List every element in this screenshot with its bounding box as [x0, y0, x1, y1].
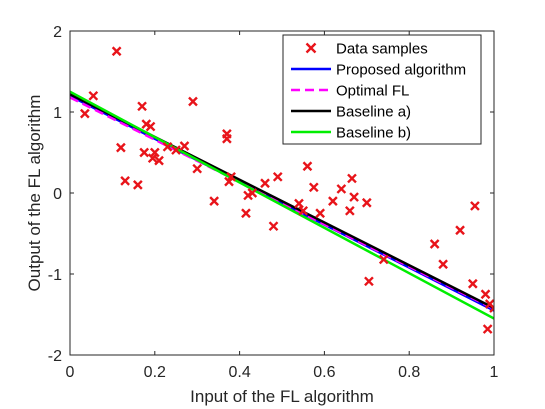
legend: Data samples Proposed algorithm Optimal FL… — [282, 34, 482, 145]
data-sample-marker — [344, 205, 355, 216]
data-sample-marker — [294, 198, 304, 209]
data-sample-marker — [272, 171, 283, 182]
data-sample-marker — [470, 201, 480, 211]
y-tick-label: 2 — [53, 24, 62, 41]
data-sample-marker — [192, 163, 203, 174]
x-tick-label: 1 — [490, 364, 499, 381]
data-sample-marker — [364, 276, 374, 287]
x-tick-label: 0.8 — [398, 364, 420, 381]
data-sample-marker — [111, 46, 122, 57]
data-sample-marker — [147, 153, 158, 164]
data-sample-marker — [378, 254, 389, 265]
data-sample-marker — [480, 289, 491, 300]
data-sample-marker — [241, 208, 251, 219]
x-axis-label: Input of the FL algorithm — [190, 387, 374, 406]
data-sample-marker — [79, 108, 90, 119]
y-tick-label: -2 — [48, 348, 62, 365]
data-sample-marker — [145, 121, 156, 132]
data-sample-marker — [120, 176, 130, 186]
x-tick-label: 0.2 — [144, 364, 166, 381]
data-sample-marker — [116, 142, 126, 153]
data-sample-marker — [308, 182, 319, 193]
data-sample-marker — [455, 225, 465, 236]
axis-ticks: 0 0.2 0.4 0.6 0.8 1 -2 -1 0 1 2 — [48, 24, 499, 381]
data-sample-marker — [315, 208, 326, 219]
y-tick-label: -1 — [48, 267, 62, 284]
data-sample-marker — [336, 184, 347, 194]
data-sample-marker — [226, 171, 236, 182]
data-sample-marker — [209, 196, 220, 206]
legend-label: Optimal FL — [336, 83, 409, 100]
data-sample-marker — [268, 221, 279, 232]
legend-label: Baseline a) — [336, 104, 411, 121]
data-sample-marker — [467, 278, 478, 289]
x-tick-label: 0 — [66, 364, 75, 381]
legend-label: Proposed algorithm — [336, 62, 466, 79]
data-sample-marker — [171, 145, 181, 155]
data-sample-marker — [438, 259, 448, 270]
legend-marker — [305, 42, 317, 54]
data-sample-marker — [429, 239, 440, 249]
data-sample-marker — [179, 141, 190, 151]
data-sample-marker — [260, 178, 270, 189]
data-sample-marker — [149, 147, 160, 158]
data-sample-marker — [132, 180, 143, 190]
data-sample-marker — [154, 155, 164, 166]
x-tick-label: 0.6 — [313, 364, 335, 381]
series-line-3 — [70, 90, 494, 320]
data-sample-marker — [88, 90, 99, 101]
y-axis-label: Output of the FL algorithm — [25, 95, 44, 292]
data-sample-marker — [162, 141, 173, 152]
data-sample-marker — [328, 196, 338, 206]
data-sample-marker — [302, 161, 313, 172]
x-tick-label: 0.4 — [228, 364, 250, 381]
data-sample-marker — [489, 303, 494, 313]
data-sample-marker — [222, 133, 232, 144]
data-sample-marker — [137, 101, 147, 112]
data-sample-marker — [482, 324, 493, 334]
legend-label: Data samples — [336, 41, 428, 58]
data-sample-marker — [298, 205, 309, 216]
legend-box — [282, 34, 482, 145]
data-sample-marker — [247, 188, 258, 198]
data-sample-marker — [349, 192, 359, 202]
y-tick-label: 0 — [53, 186, 62, 203]
data-sample-marker — [188, 96, 198, 107]
data-sample-marker — [361, 197, 372, 208]
data-sample-marker — [347, 173, 357, 184]
data-sample-marker — [139, 147, 150, 158]
legend-label: Baseline b) — [336, 125, 411, 142]
y-tick-label: 1 — [53, 105, 62, 122]
